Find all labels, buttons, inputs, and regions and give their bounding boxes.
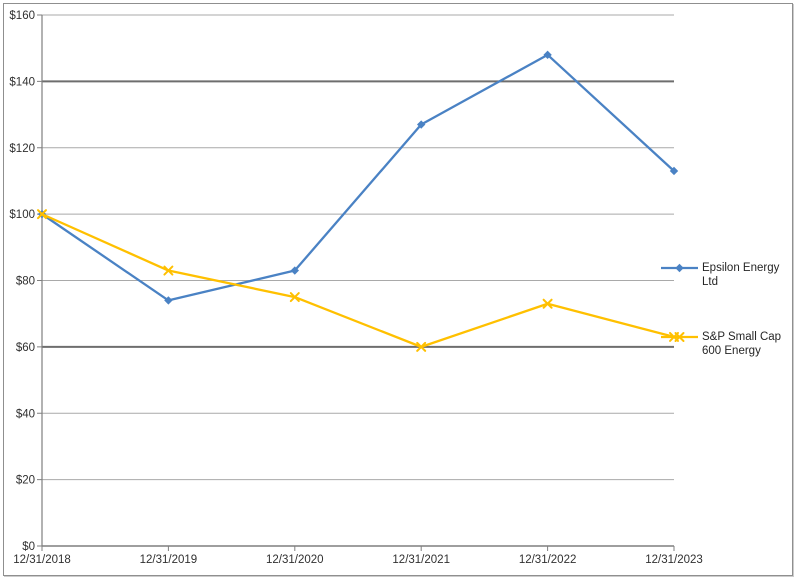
y-axis-label-140: $140 xyxy=(9,76,35,88)
legend-swatch-marker-0 xyxy=(675,263,684,273)
series-0-marker-1 xyxy=(164,296,173,305)
y-axis-label-40: $40 xyxy=(16,408,35,420)
legend-swatch-marker-1 xyxy=(674,332,685,342)
series-line-0 xyxy=(40,53,676,302)
y-axis-label-100: $100 xyxy=(9,209,35,221)
series-1-marker-4 xyxy=(542,298,553,309)
y-axis-label-20: $20 xyxy=(16,475,35,487)
legend-entry-sp-smallcap-600-energy: S&P Small Cap 600 Energy xyxy=(661,330,800,358)
chart-border xyxy=(3,3,793,576)
x-axis-label-5: 12/31/2023 xyxy=(645,554,703,566)
y-axis-label-160: $160 xyxy=(9,10,35,22)
series-line-1 xyxy=(40,212,676,349)
series-0-marker-2 xyxy=(290,266,299,275)
legend-entry-epsilon-energy: Epsilon Energy Ltd xyxy=(661,261,797,289)
series-1-marker-2 xyxy=(289,292,300,303)
series-0-marker-5 xyxy=(669,166,679,176)
series-1-marker-3 xyxy=(416,341,427,352)
x-axis-label-2: 12/31/2020 xyxy=(266,554,324,566)
series-0-marker-4 xyxy=(543,50,552,60)
x-axis-label-1: 12/31/2019 xyxy=(140,554,198,566)
legend-label-epsilon-energy: Epsilon Energy Ltd xyxy=(702,262,780,288)
x-axis-label-4: 12/31/2022 xyxy=(519,554,577,566)
x-axis-label-0: 12/31/2018 xyxy=(13,554,71,566)
legend-line-x-icon xyxy=(661,332,698,342)
y-axis-label-0: $0 xyxy=(22,541,35,553)
y-axis-label-60: $60 xyxy=(16,342,35,354)
y-axis-label-120: $120 xyxy=(9,143,35,155)
legend-line-diamond-icon xyxy=(661,263,698,273)
x-axis-label-3: 12/31/2021 xyxy=(392,554,450,566)
legend-label-sp-smallcap-600-energy: S&P Small Cap 600 Energy xyxy=(702,331,782,357)
y-axis-label-80: $80 xyxy=(16,276,35,288)
series-0-marker-3 xyxy=(417,120,426,129)
series-1-marker-1 xyxy=(163,265,174,276)
series-1-marker-0 xyxy=(37,209,47,220)
